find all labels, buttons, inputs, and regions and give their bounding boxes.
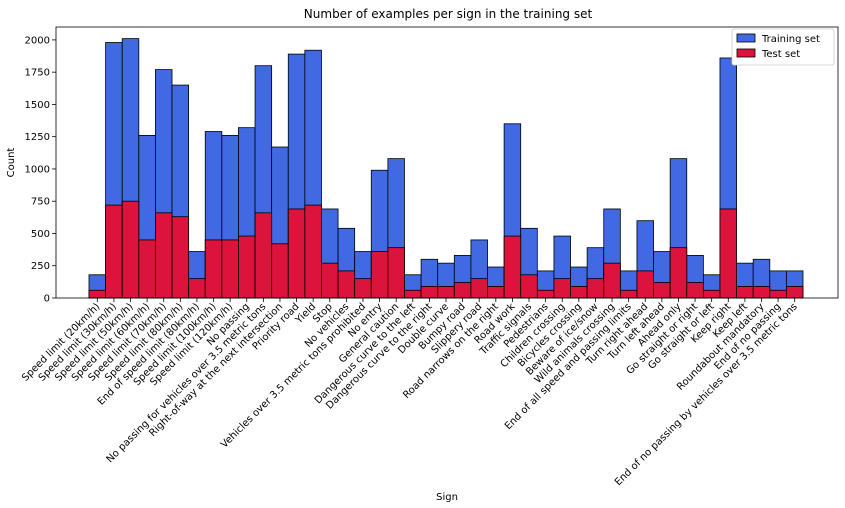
test-bar [536,289,555,299]
test-bar [337,270,356,299]
y-tick-label: 1250 [25,132,50,143]
y-tick-label: 1000 [25,164,50,175]
test-bar [238,235,256,299]
legend-label: Test set [761,49,800,60]
test-bar [487,285,505,299]
test-bar [752,285,771,299]
x-axis-title: Sign [436,492,458,503]
test-bar [321,262,339,299]
legend: Training set Test set [731,28,835,66]
y-tick-label: 500 [31,229,50,240]
test-bar [736,285,754,299]
y-tick-label: 2000 [25,35,50,46]
test-bar [470,278,488,299]
test-bar [287,208,306,299]
test-bar [105,204,123,299]
test-bar [603,262,621,299]
test-bars [88,200,804,299]
test-bar [420,285,439,299]
test-bar [138,239,156,299]
test-bar [404,289,422,299]
y-axis: 0 250 500 750 1000 1250 1500 1750 2000 [25,35,56,305]
y-tick-label: 1500 [25,100,50,111]
test-bar [387,247,405,299]
y-tick-label: 250 [31,261,50,272]
test-bar [254,212,273,299]
test-bar [221,239,239,299]
test-bar [271,243,289,299]
test-bar [155,212,173,299]
test-bar [786,285,804,299]
test-bar [88,289,107,299]
test-bar [653,282,671,299]
test-bar [619,289,638,299]
legend-label: Training set [761,34,820,45]
test-bar [204,239,223,299]
test-bar [304,204,322,299]
test-bar [669,247,688,299]
test-bar [686,282,704,299]
y-tick-label: 0 [44,294,50,305]
y-tick-label: 750 [31,197,50,208]
test-bar [503,235,522,299]
test-bar [121,200,140,299]
test-bar [570,285,588,299]
test-bar [188,278,206,299]
test-bar [453,282,472,299]
test-bar [171,216,190,299]
test-bar [719,208,737,299]
test-bar [553,278,571,299]
test-bar [520,274,538,299]
test-bar [769,289,787,299]
chart-title: Number of examples per sign in the train… [304,7,593,21]
training-bars [88,38,804,299]
test-bar [370,251,389,299]
test-bar [437,285,455,299]
test-bar [354,278,372,299]
y-axis-title: Count [6,148,17,178]
y-tick-label: 1750 [25,68,50,79]
test-bar [636,270,654,299]
legend-swatch [736,48,756,58]
x-axis: Speed limit (20km/h)Speed limit (30km/h)… [20,298,800,488]
legend-box [731,28,835,66]
legend-swatch [736,33,756,43]
test-bar [702,289,721,299]
test-bar [586,278,605,299]
plot-frame [55,26,839,299]
